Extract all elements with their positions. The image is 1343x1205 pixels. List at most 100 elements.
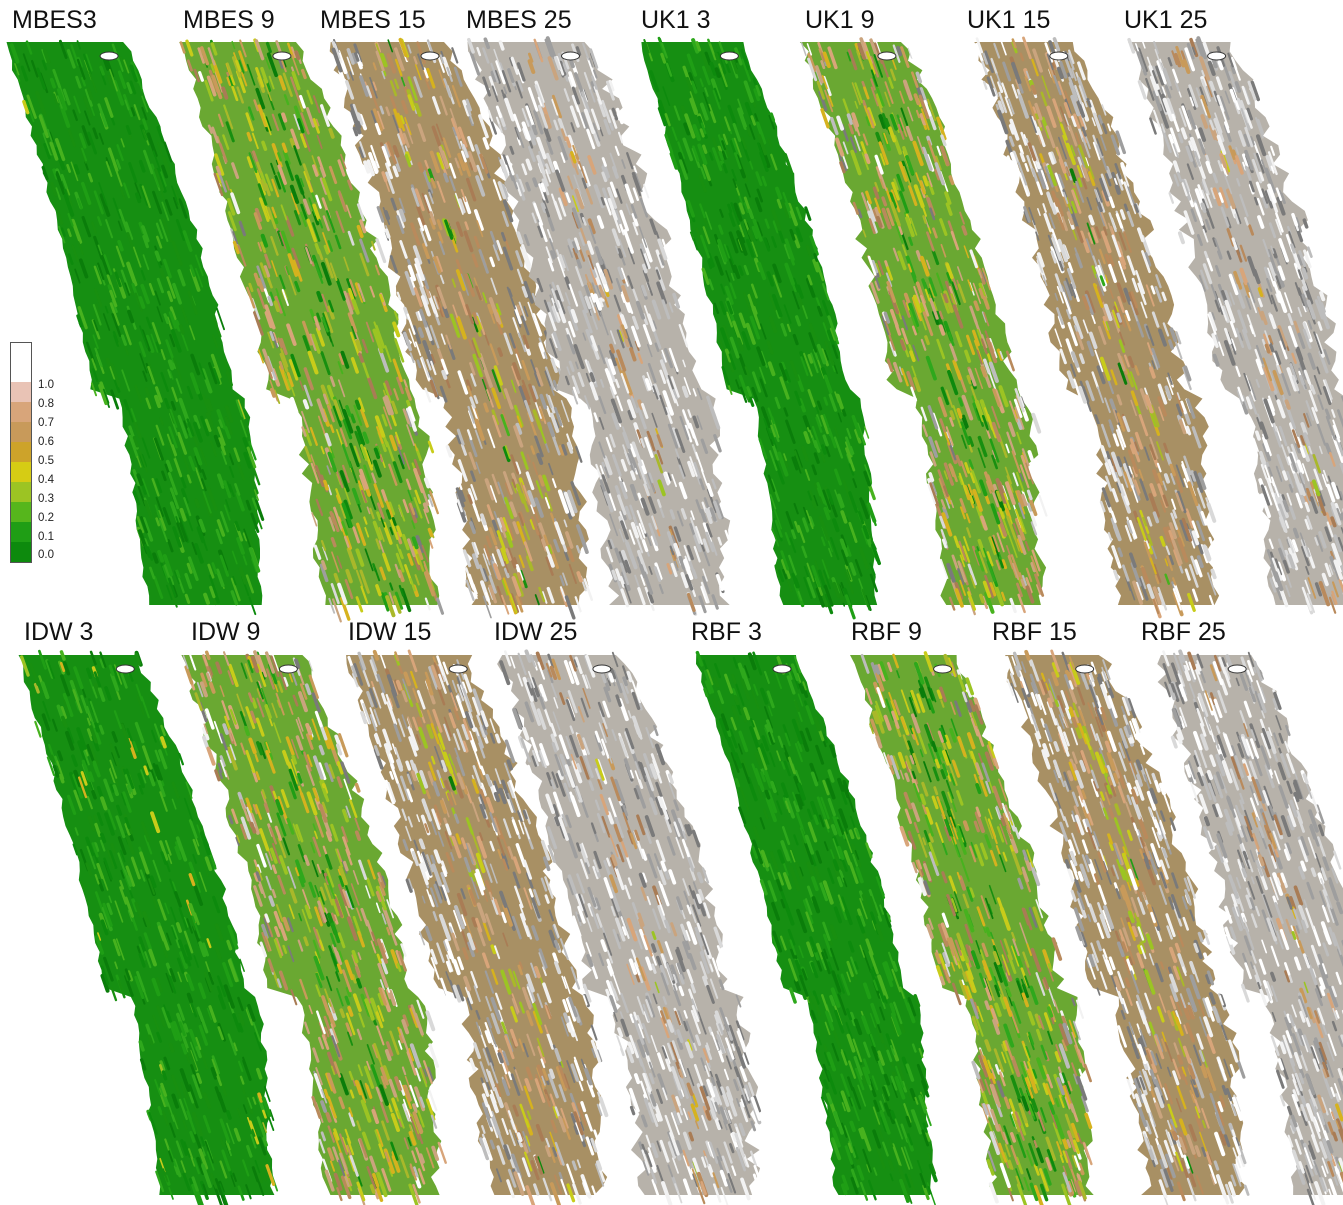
surface-texture [492, 414, 502, 438]
surface-texture [376, 426, 384, 444]
surface-texture [253, 489, 260, 501]
surface-texture [356, 203, 365, 222]
surface-texture [643, 184, 650, 199]
surface-texture [714, 67, 721, 78]
surface-texture [330, 583, 340, 605]
surface-texture [308, 197, 317, 216]
surface-texture [193, 68, 200, 83]
surface-texture [256, 265, 267, 290]
surface-texture [290, 353, 301, 378]
surface-texture [311, 155, 320, 176]
surface-marker [561, 51, 580, 61]
surface-texture [483, 547, 490, 560]
surface-texture [243, 528, 251, 548]
surface-texture [224, 416, 233, 435]
surface-texture [509, 593, 518, 614]
surface-texture [413, 467, 425, 494]
surface-texture [402, 499, 410, 514]
surface-texture [200, 415, 210, 437]
surface-texture [574, 596, 582, 613]
surface-texture [103, 254, 113, 276]
surface-texture [118, 208, 129, 233]
surface-texture [125, 124, 132, 135]
surface-texture [256, 288, 266, 309]
surface-texture [299, 380, 305, 391]
surface-texture [187, 290, 198, 315]
surface-texture [177, 517, 188, 542]
surface-texture [496, 530, 507, 553]
surface-texture [385, 142, 392, 157]
surface-texture [491, 473, 501, 495]
surface-texture [124, 221, 134, 241]
surface-texture [407, 489, 413, 502]
surface-texture [506, 547, 517, 569]
surface-texture [277, 164, 287, 185]
surface-texture [896, 45, 903, 57]
surface-texture [423, 508, 430, 524]
surface-texture [182, 454, 192, 477]
surface-texture [166, 584, 173, 601]
surface-texture [520, 315, 530, 336]
surface-texture [191, 541, 198, 556]
surface-texture [654, 342, 660, 353]
surface-texture [542, 474, 551, 492]
surface-texture [408, 276, 417, 292]
surface-texture [513, 572, 524, 597]
surface-texture [381, 413, 388, 427]
surface-texture [154, 504, 161, 519]
surface-texture [201, 368, 213, 394]
surface-texture [93, 235, 104, 260]
surface-texture [154, 250, 161, 262]
surface-texture [343, 535, 350, 548]
surface-texture [144, 387, 155, 411]
surface-texture [279, 337, 288, 356]
surface-texture [288, 359, 299, 381]
surface-texture [517, 332, 527, 353]
surface-texture [214, 71, 224, 93]
surface-texture [438, 302, 445, 317]
surface-texture [324, 257, 334, 279]
surface-marker [719, 51, 739, 61]
surface-texture [107, 147, 119, 172]
surface-texture [502, 246, 514, 271]
surface-texture [156, 235, 163, 249]
surface-texture [235, 491, 245, 512]
surface-texture [557, 197, 567, 217]
surface-texture [264, 173, 274, 192]
surface-texture [351, 52, 358, 64]
surface-texture [563, 550, 570, 561]
surface-texture [266, 206, 277, 230]
surface-texture [483, 368, 493, 388]
surface-texture [332, 598, 342, 623]
surface-texture [407, 94, 416, 111]
surface-texture [112, 331, 119, 343]
surface-texture [168, 585, 178, 608]
surface-texture [545, 556, 554, 576]
surface-texture [408, 406, 416, 422]
surface-texture [242, 555, 248, 566]
surface-texture [369, 507, 375, 520]
surface-texture [302, 320, 313, 346]
surface-texture [310, 462, 320, 484]
surface-texture [350, 357, 359, 374]
surface-texture [980, 365, 988, 378]
surface-texture [470, 470, 476, 482]
surface-texture [1200, 202, 1207, 213]
surface-texture [394, 431, 401, 445]
surface-texture [534, 367, 544, 387]
surface-texture [280, 348, 289, 368]
surface-texture [179, 41, 186, 54]
surface-texture [491, 387, 502, 410]
surface-texture [534, 497, 544, 518]
surface-texture [426, 67, 436, 89]
surface-texture [548, 544, 553, 554]
surface-texture [501, 594, 510, 615]
surface-texture [116, 144, 124, 162]
surface-texture [601, 187, 612, 209]
surface-texture [190, 353, 201, 376]
surface-texture [328, 597, 336, 614]
surface-texture [150, 163, 161, 188]
surface-texture [132, 436, 139, 448]
surface-texture [495, 311, 502, 325]
surface-texture [67, 228, 72, 238]
